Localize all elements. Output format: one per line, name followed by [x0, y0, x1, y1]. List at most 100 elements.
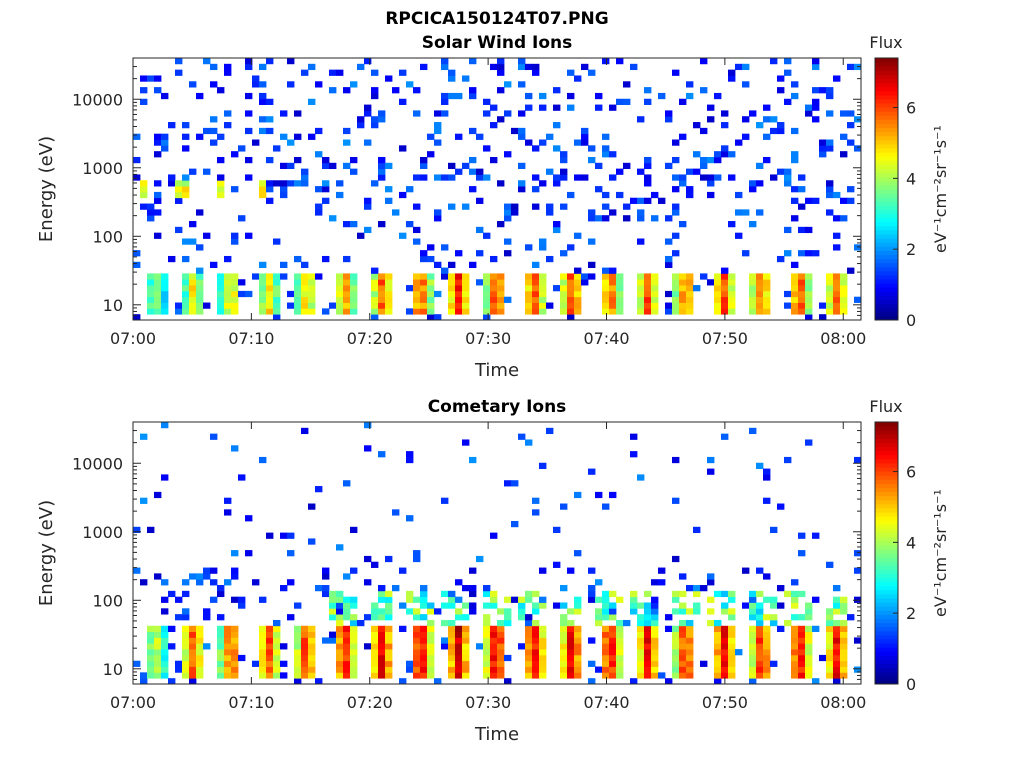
spectrogram-cell [385, 660, 393, 667]
spectrogram-cell [686, 290, 694, 298]
spectrogram-cell [175, 666, 183, 673]
spectrogram-cell [133, 526, 141, 534]
spectrogram-cell [679, 279, 687, 286]
spectrogram-cell [518, 127, 526, 135]
colorbar-step [875, 103, 898, 108]
spectrogram-cell [644, 302, 652, 309]
spectrogram-cell [644, 308, 652, 315]
spectrogram-cell [679, 602, 687, 609]
spectrogram-cell [147, 637, 155, 644]
spectrogram-cell [385, 672, 393, 679]
spectrogram-cell [791, 637, 799, 644]
spectrogram-cell [294, 625, 302, 632]
spectrogram-cell [644, 162, 652, 170]
spectrogram-cell [231, 308, 239, 315]
spectrogram-cell [455, 672, 463, 679]
spectrogram-cell [504, 215, 512, 222]
spectrogram-cell [154, 631, 162, 638]
spectrogram-cell [749, 608, 757, 615]
colorbar-step [875, 598, 898, 603]
spectrogram-cell [476, 168, 484, 175]
spectrogram-cell [497, 637, 505, 644]
spectrogram-cell [742, 133, 750, 140]
spectrogram-cell [329, 215, 337, 222]
spectrogram-cell [532, 302, 540, 309]
spectrogram-cell [154, 491, 162, 499]
spectrogram-cell [301, 168, 309, 175]
spectrogram-cell [791, 308, 799, 315]
spectrogram-cell [455, 649, 463, 656]
spectrogram-cell [238, 290, 246, 298]
spectrogram-cell [574, 302, 582, 309]
spectrogram-cell [532, 672, 540, 679]
spectrogram-cell [763, 104, 771, 111]
colorbar-step [875, 548, 898, 554]
spectrogram-cell [189, 238, 197, 245]
spectrogram-cell [805, 602, 813, 609]
spectrogram-cell [175, 596, 183, 603]
spectrogram-cell [679, 273, 687, 280]
spectrogram-cell [560, 285, 568, 292]
spectrogram-cell [567, 308, 575, 315]
spectrogram-cell [259, 643, 267, 650]
spectrogram-cell [217, 290, 225, 298]
spectrogram-cell [259, 279, 267, 286]
spectrogram-cell [161, 666, 169, 673]
spectrogram-cell [406, 590, 414, 598]
spectrogram-cell [483, 614, 491, 621]
spectrogram-cell [840, 302, 848, 309]
spectrogram-cell [560, 654, 568, 662]
spectrogram-cell [497, 308, 505, 315]
colorbar-step [875, 667, 898, 673]
spectrogram-cell [707, 116, 715, 123]
spectrogram-cell [210, 579, 218, 586]
spectrogram-cell [714, 308, 722, 315]
spectrogram-cell [658, 579, 666, 586]
y-axis-label: Energy (eV) [36, 136, 57, 242]
spectrogram-cell [742, 602, 750, 609]
colorbar-step [875, 450, 898, 456]
colorbar-step [875, 315, 898, 321]
spectrogram-cell [266, 637, 274, 644]
y-tick-label: 10000 [72, 454, 123, 473]
spectrogram-cell [490, 666, 498, 673]
colorbar-step [875, 630, 898, 636]
spectrogram-cell [826, 649, 834, 656]
spectrogram-cell [756, 122, 764, 129]
spectrogram-cell [483, 654, 491, 662]
spectrogram-cell [308, 538, 316, 545]
spectrogram-cell [693, 526, 701, 534]
spectrogram-cell [343, 285, 351, 292]
spectrogram-cell [728, 654, 736, 662]
spectrogram-cell [833, 643, 841, 650]
spectrogram-cell [308, 631, 316, 638]
spectrogram-cell [539, 92, 547, 100]
spectrogram-cell [574, 139, 582, 146]
spectrogram-cell [805, 660, 813, 667]
colorbar-step [875, 643, 898, 648]
spectrogram-cell [602, 133, 610, 140]
spectrogram-cell [301, 654, 309, 662]
spectrogram-cell [189, 302, 197, 309]
spectrogram-cell [371, 267, 379, 274]
spectrogram-cell [217, 133, 225, 140]
spectrogram-cell [679, 637, 687, 644]
spectrogram-cell [182, 122, 190, 129]
spectrogram-cell [161, 279, 169, 286]
spectrogram-cell [672, 232, 680, 239]
spectrogram-cell [497, 672, 505, 679]
spectrogram-cell [651, 672, 659, 679]
spectrogram-cell [672, 139, 680, 146]
spectrogram-cell [441, 110, 449, 117]
spectrogram-cell [791, 672, 799, 679]
spectrogram-cell [308, 98, 316, 105]
spectrogram-cell [371, 637, 379, 644]
spectrogram-cell [553, 285, 561, 292]
spectrogram-cell [371, 666, 379, 673]
spectrogram-cell [553, 561, 561, 568]
spectrogram-cell [483, 585, 491, 592]
x-tick-label: 07:40 [583, 329, 629, 348]
spectrogram-cell [616, 285, 624, 292]
spectrogram-cell [672, 456, 680, 464]
spectrogram-cell [504, 678, 512, 685]
